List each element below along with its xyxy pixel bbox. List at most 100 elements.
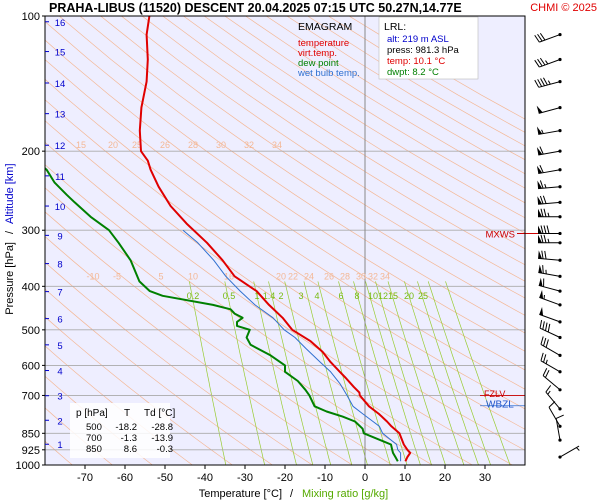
wind-barb-full: [555, 414, 564, 419]
y-tick-label: 850: [22, 428, 40, 440]
wind-barb-staff: [542, 375, 561, 391]
wind-barb: [536, 164, 562, 175]
dry-adiabat-label: 26: [324, 271, 334, 281]
wind-barb: [538, 264, 562, 278]
wind-barb-station: [558, 370, 562, 374]
wind-barb-station: [558, 335, 562, 340]
wind-barb: [537, 195, 562, 205]
table-header-t: T: [124, 408, 130, 419]
altitude-tick-label: 10: [55, 202, 66, 213]
y-axis-title: Pressure [hPa]: [4, 242, 16, 315]
wind-barb-half: [545, 60, 549, 65]
wind-barb-full: [547, 323, 551, 333]
wind-barb-station: [558, 185, 562, 189]
wind-barb-staff: [538, 107, 561, 114]
dry-adiabat-label: 5: [158, 271, 163, 281]
wind-barb-station: [558, 149, 562, 153]
wind-barb-full: [539, 180, 544, 189]
wind-barb: [536, 146, 562, 156]
wind-barb: [558, 445, 580, 459]
wind-barb-flag: [536, 126, 543, 135]
dry-adiabat-label: 32: [368, 271, 378, 281]
dry-adiabat-label: -10: [86, 271, 99, 281]
wbzl-label: WBZL: [486, 400, 514, 411]
wind-barb-station: [558, 455, 562, 459]
dry-adiabat: [100, 16, 525, 299]
dry-adiabat: [45, 39, 525, 371]
legend-item-wet-bulb: wet bulb temp.: [297, 68, 360, 79]
wind-barb-full: [543, 234, 547, 243]
wind-barb-full: [540, 225, 544, 234]
wind-barb-station: [558, 129, 562, 133]
plot-background: [45, 16, 525, 465]
wind-barb-staff: [539, 34, 561, 43]
wind-barb-full: [537, 58, 543, 67]
lrl-dewpoint: dwpt: 8.2 °C: [387, 67, 439, 78]
table-cell: 850: [86, 444, 102, 455]
wind-barb-half: [576, 447, 580, 451]
dry-adiabat-label: 22: [288, 271, 298, 281]
wind-barb-full: [534, 79, 540, 88]
altitude-tick-label: 11: [55, 172, 65, 183]
y-axis-separator: /: [4, 230, 16, 234]
dry-adiabat: [45, 59, 525, 390]
wind-barb-full: [539, 146, 544, 155]
wind-barb-staff: [538, 130, 561, 135]
x-axis-separator: /: [290, 488, 294, 500]
y-axis-title-altitude: Altitude [km]: [4, 163, 16, 224]
wind-barb-full: [544, 250, 547, 260]
dry-adiabat: [79, 16, 525, 316]
legend-item-virt-temp: virt.temp.: [298, 48, 337, 59]
wind-barb-full: [539, 32, 546, 41]
wind-barb-station: [558, 424, 562, 428]
dry-adiabat-label: 32: [244, 140, 254, 150]
table-cell: 700: [86, 433, 102, 444]
y-tick-label: 500: [22, 325, 40, 337]
dry-adiabat-label: 20: [108, 140, 118, 150]
y-tick-label: 925: [22, 445, 40, 457]
wind-barb-staff: [539, 327, 561, 338]
wind-barb-station: [558, 168, 562, 172]
table-cell: 500: [86, 422, 102, 433]
table-header-td: Td [°C]: [144, 408, 175, 419]
wind-barb-full: [539, 319, 543, 329]
wind-barb-full: [540, 352, 544, 361]
dry-adiabat-label: 34: [272, 140, 282, 150]
wind-barb-full: [541, 250, 544, 259]
wind-barb-staff: [539, 59, 561, 68]
table-header-p: p [hPa]: [76, 408, 108, 419]
copyright: CHMI © 2025: [530, 2, 597, 14]
x-tick-label: 10: [399, 472, 411, 484]
dry-adiabat-label: 34: [380, 271, 390, 281]
wind-barb-staff: [545, 391, 561, 410]
wind-barb: [539, 319, 562, 340]
wind-barb-full: [540, 208, 544, 217]
wind-barb-half: [547, 80, 551, 85]
legend-title: EMAGRAM: [298, 21, 352, 33]
wind-barb-staff: [538, 257, 561, 261]
legend: EMAGRAM temperature virt.temp. dew point…: [297, 21, 360, 79]
x-tick-label: -70: [77, 472, 93, 484]
wind-barb: [555, 414, 564, 442]
wind-barb-full: [545, 385, 552, 393]
dry-adiabat-label: 25: [132, 140, 142, 150]
x-axis-title: Temperature [°C]: [199, 488, 282, 500]
wind-barb-full: [543, 354, 547, 363]
wind-barb-station: [558, 106, 562, 110]
mixing-ratio-label: 8: [354, 291, 359, 301]
dry-adiabat-label: 30: [216, 140, 226, 150]
wind-barb-full: [540, 336, 544, 345]
table-cell: -1.3: [121, 433, 137, 444]
x-tick-label: -20: [277, 472, 293, 484]
x-tick-label: 0: [362, 472, 368, 484]
wind-barb: [536, 126, 562, 135]
wind-barb-full: [548, 401, 556, 408]
wind-barb-full: [534, 59, 540, 68]
wind-barb-station: [558, 231, 562, 236]
wind-barb-staff: [538, 150, 561, 156]
wind-barb-staff: [540, 343, 561, 356]
wind-barb-full: [537, 33, 543, 42]
y-tick-label: 700: [22, 390, 40, 402]
wind-barb-full: [534, 34, 540, 43]
